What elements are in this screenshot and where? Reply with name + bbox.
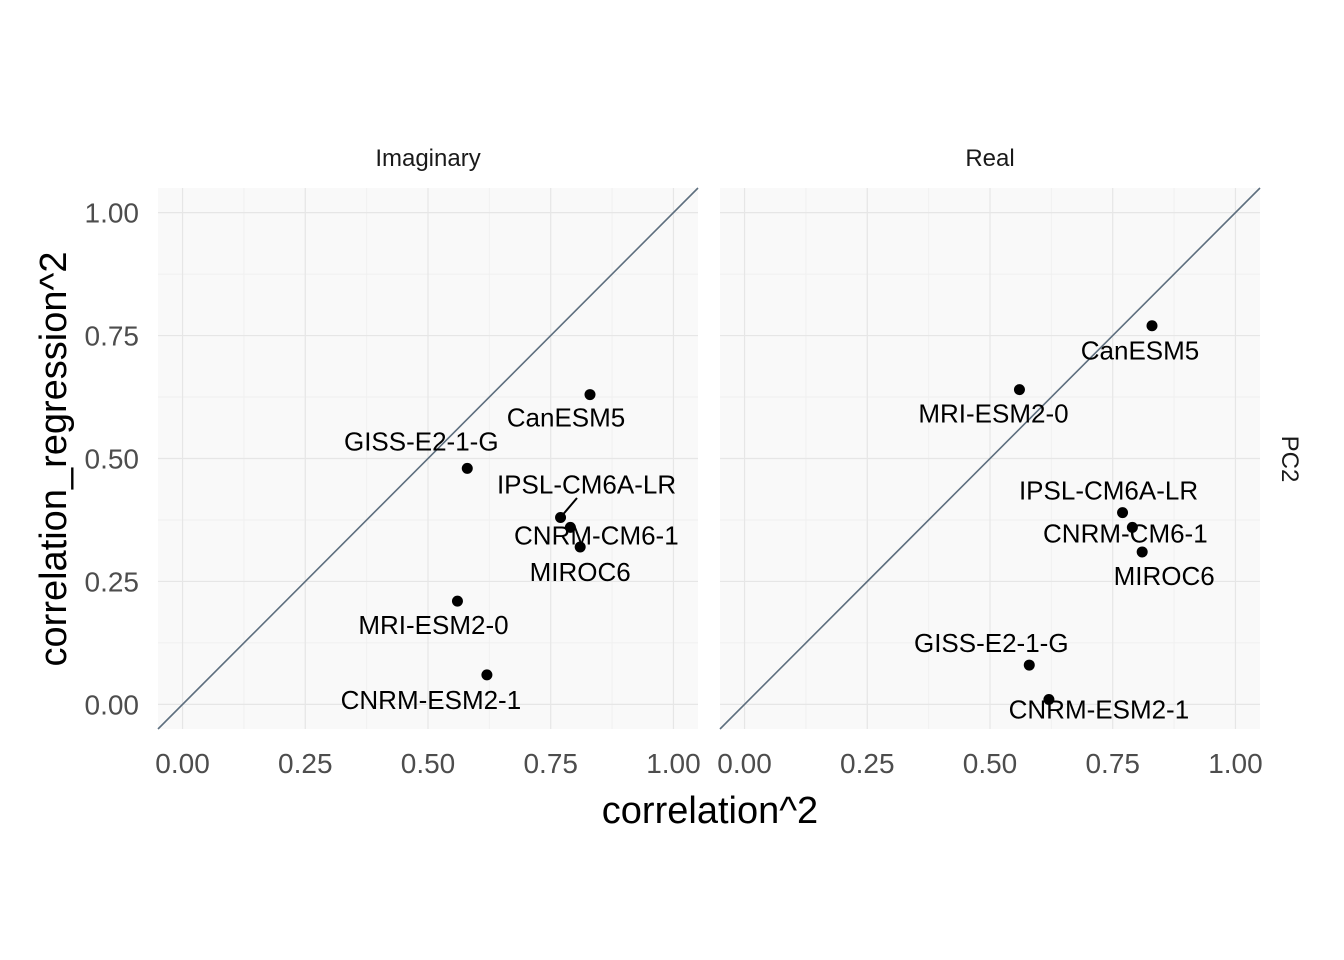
- x-axis-title: correlation^2: [602, 790, 818, 832]
- x-tick-label: 0.25: [840, 748, 895, 779]
- x-tick-label: 1.00: [1208, 748, 1263, 779]
- data-label: IPSL-CM6A-LR: [497, 470, 676, 500]
- y-tick-label: 1.00: [85, 198, 140, 229]
- data-label: MRI-ESM2-0: [358, 610, 508, 640]
- panel-strip-label: Real: [965, 145, 1014, 172]
- data-point: [555, 512, 567, 524]
- y-tick-label: 0.25: [85, 566, 140, 597]
- data-point: [1117, 507, 1129, 519]
- panels-group: Imaginary 0.00 0.25 0.50 0.75 1.00 CanESM5 GISS…: [155, 145, 1262, 779]
- data-point: [1043, 693, 1055, 705]
- y-tick-label: 0.50: [85, 444, 140, 475]
- y-tick-label: 0.75: [85, 321, 140, 352]
- reference-line-diagonal: [157, 187, 699, 730]
- data-point: [1126, 521, 1138, 533]
- data-label: MIROC6: [530, 557, 631, 587]
- x-tick-label: 0.25: [278, 748, 333, 779]
- reference-line-diagonal: [719, 187, 1261, 730]
- data-point: [574, 541, 586, 553]
- data-label: MRI-ESM2-0: [918, 399, 1068, 429]
- panel-real: Real 0.00 0.25 0.50 0.75 1.00 CanESM5 MRI-ESM2-…: [717, 145, 1262, 779]
- panel-imaginary: Imaginary 0.00 0.25 0.50 0.75 1.00 CanESM5 GISS…: [155, 145, 700, 779]
- data-label: CNRM-ESM2-1: [341, 685, 522, 715]
- data-point: [1146, 320, 1158, 332]
- data-point: [1013, 384, 1025, 396]
- data-label: CNRM-ESM2-1: [1009, 694, 1190, 724]
- data-point: [1136, 546, 1148, 558]
- data-label: GISS-E2-1-G: [344, 426, 499, 456]
- data-label: CanESM5: [1081, 336, 1200, 366]
- data-point: [1023, 659, 1035, 671]
- data-label: CNRM-CM6-1: [1043, 518, 1208, 548]
- y-tick-label: 0.00: [85, 689, 140, 720]
- y-tick-labels: 0.00 0.25 0.50 0.75 1.00: [85, 198, 140, 721]
- x-tick-label: 0.50: [401, 748, 456, 779]
- data-label: CanESM5: [507, 403, 626, 433]
- data-point: [584, 389, 596, 401]
- data-point: [481, 669, 493, 681]
- x-tick-label: 0.50: [963, 748, 1018, 779]
- x-tick-label: 0.75: [1085, 748, 1140, 779]
- panel-strip-label: Imaginary: [375, 145, 480, 172]
- data-label: CNRM-CM6-1: [514, 520, 679, 550]
- x-tick-label: 0.00: [155, 748, 210, 779]
- data-point: [564, 521, 576, 533]
- y-axis-title: correlation_regression^2: [33, 252, 75, 667]
- data-label: IPSL-CM6A-LR: [1019, 476, 1198, 506]
- data-label: GISS-E2-1-G: [914, 628, 1069, 658]
- x-tick-label: 0.75: [523, 748, 578, 779]
- x-tick-label: 0.00: [717, 748, 772, 779]
- data-point: [461, 462, 473, 474]
- data-label: MIROC6: [1114, 561, 1215, 591]
- x-tick-label: 1.00: [646, 748, 701, 779]
- data-point: [451, 595, 463, 607]
- row-strip-label: PC2: [1276, 436, 1303, 483]
